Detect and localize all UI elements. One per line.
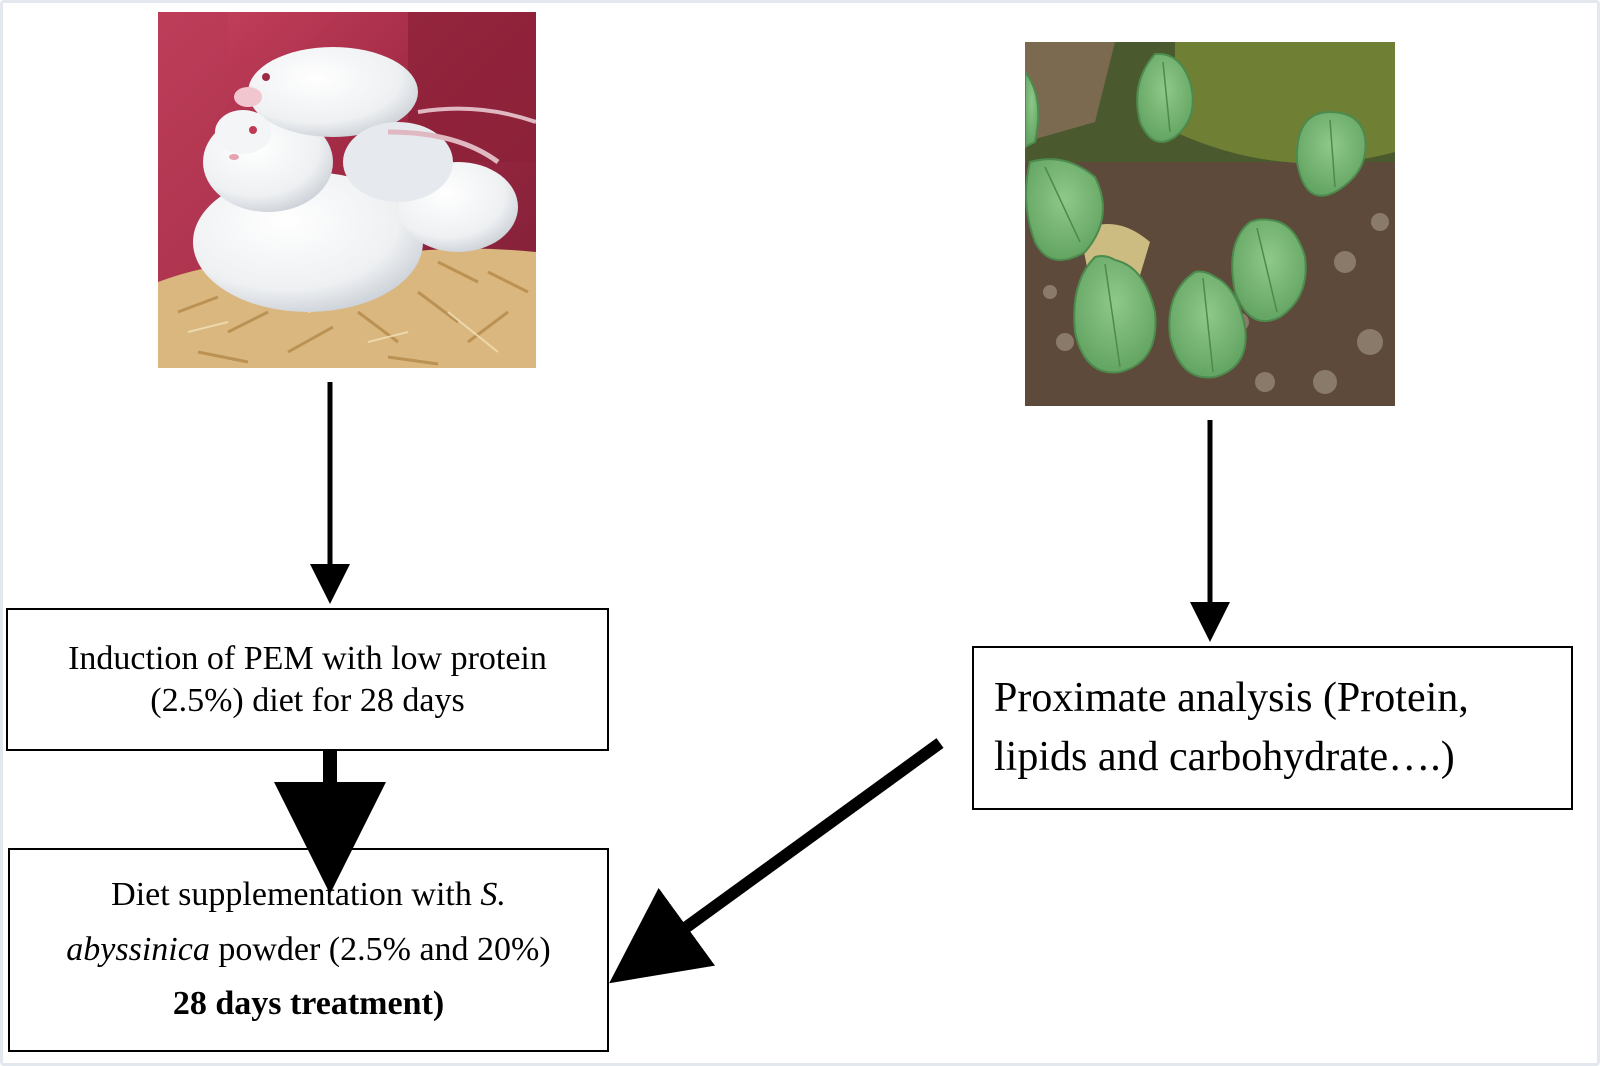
induction-line-2: (2.5%) diet for 28 days	[150, 681, 465, 719]
proximate-analysis-box: Proximate analysis (Protein, lipids and …	[972, 646, 1573, 810]
induction-line-1: Induction of PEM with low protein	[68, 640, 547, 678]
diet-line-3: 28 days treatment)	[172, 985, 445, 1023]
diet-species: abyssinica	[66, 930, 210, 968]
diet-genus: S.	[480, 876, 506, 914]
plant-leaves-photo	[1025, 42, 1395, 406]
diet-line-2: abyssinica powder (2.5% and 20%)	[66, 923, 550, 977]
proximate-line-2: lipids and carbohydrate….)	[994, 734, 1455, 780]
rats-photo	[158, 12, 536, 368]
diet-line-1-text: Diet supplementation with	[111, 876, 481, 914]
diet-supplementation-box: Diet supplementation with S. abyssinica …	[8, 848, 609, 1052]
diet-line-2-text: powder (2.5% and 20%)	[209, 930, 551, 968]
induction-box: Induction of PEM with low protein (2.5%)…	[6, 608, 609, 751]
proximate-line-1: Proximate analysis (Protein,	[994, 675, 1469, 722]
diet-line-1: Diet supplementation with S.	[111, 868, 506, 922]
